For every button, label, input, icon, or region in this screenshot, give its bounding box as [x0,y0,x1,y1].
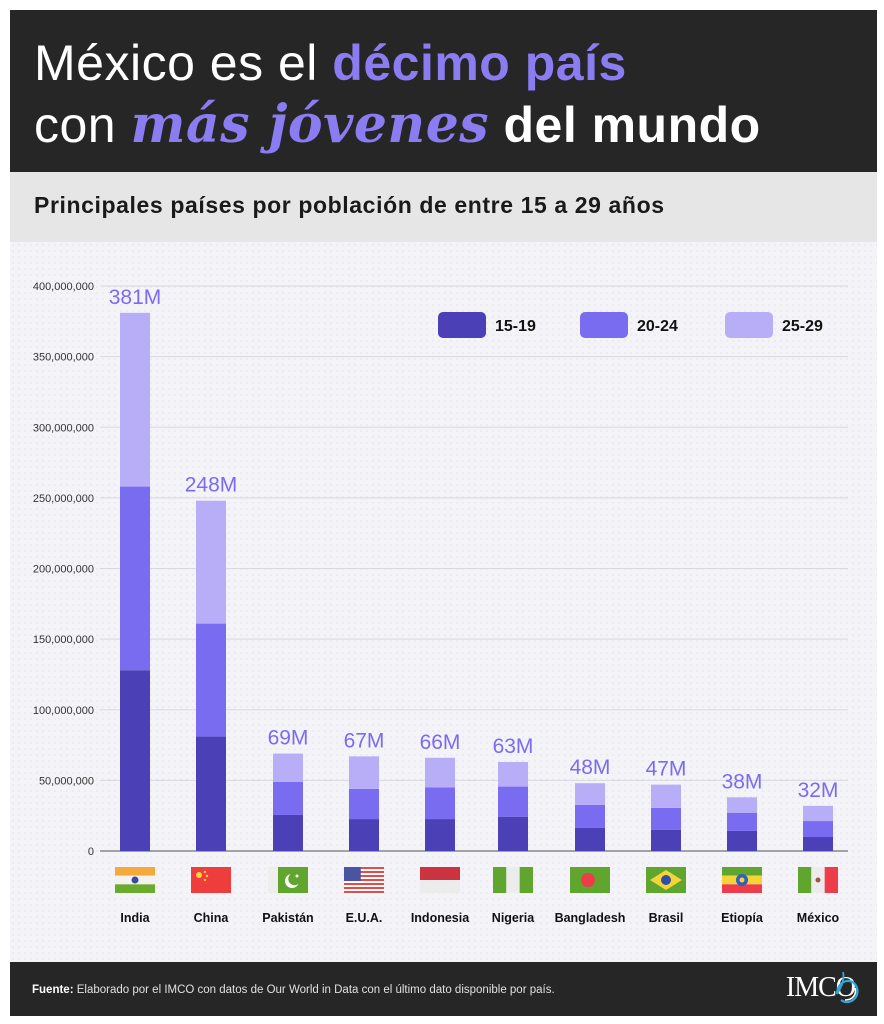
legend-label: 25-29 [782,318,823,335]
brazil-flag-icon [646,867,686,893]
subtitle-band: Principales países por población de entr… [10,172,877,242]
bar-segment-20-24 [575,804,605,828]
country-label: Pakistán [262,911,313,925]
y-tick-label: 300,000,000 [33,422,94,434]
infographic: México es el décimo país con más jóvenes… [10,10,877,1016]
total-label: 248M [185,474,238,497]
title-plain-text: México es el [34,35,333,91]
legend-swatch-25-29 [725,312,773,338]
footer: Fuente: Elaborado por el IMCO con datos … [10,962,877,1016]
bar-segment-15-19 [425,819,455,851]
country-label: China [194,911,230,925]
y-tick-label: 350,000,000 [33,352,94,364]
total-label: 47M [646,758,687,781]
bar-segment-20-24 [120,486,150,671]
bar-segment-15-19 [498,816,528,851]
legend-label: 20-24 [637,318,678,335]
total-label: 381M [109,286,162,309]
bar-segment-20-24 [273,781,303,815]
bar-segment-20-24 [196,623,226,737]
y-tick-label: 250,000,000 [33,493,94,505]
bar-segment-15-19 [120,670,150,851]
indonesia-flag-icon [420,867,460,893]
bar-segment-25-29 [727,797,757,814]
total-label: 32M [798,779,839,802]
country-label: México [797,911,840,925]
usa-flag-icon [344,867,384,895]
bar-segment-25-29 [196,500,226,624]
total-label: 38M [722,770,763,793]
ethiopia-flag-icon [722,867,762,893]
total-label: 48M [570,756,611,779]
legend-swatch-15-19 [438,312,486,338]
nigeria-flag-icon [493,867,533,893]
country-label: Brasil [649,911,684,925]
country-label: Bangladesh [555,911,626,925]
bar-segment-15-19 [803,837,833,851]
bar-segment-25-29 [349,756,379,789]
source-text: Elaborado por el IMCO con datos de Our W… [73,984,555,996]
mexico-flag-icon [798,867,838,893]
source-label: Fuente: [32,984,74,996]
y-tick-label: 200,000,000 [33,564,94,576]
bar-segment-20-24 [349,788,379,820]
y-tick-label: 150,000,000 [33,634,94,646]
imco-swirl-icon [835,971,859,1004]
title-accent-text: décimo país [332,35,627,91]
country-label: E.U.A. [346,911,383,925]
bar-segment-20-24 [727,813,757,831]
bar-segment-20-24 [498,786,528,817]
total-label: 69M [268,727,309,750]
bar-segment-15-19 [196,736,226,851]
stacked-bar-chart: 0 50,000,000 100,000,000 150,000,000 200,000… [33,281,848,925]
y-tick-label: 100,000,000 [33,705,94,717]
chart-area: 0 50,000,000 100,000,000 150,000,000 200,000… [10,242,877,962]
legend-label: 15-19 [495,318,536,335]
source-note: Fuente: Elaborado por el IMCO con datos … [32,984,555,996]
total-label: 63M [493,735,534,758]
total-label: 67M [344,729,385,752]
bangladesh-flag-icon [570,867,610,893]
bar-segment-15-19 [349,819,379,851]
bar-segment-25-29 [575,783,605,805]
bar-segment-15-19 [575,827,605,851]
title-plain-text: con [34,97,131,153]
china-flag-icon [191,867,231,893]
bar-segment-20-24 [425,787,455,820]
bar-segment-20-24 [651,807,681,830]
y-tick-label: 50,000,000 [39,775,94,787]
bar-segment-25-29 [498,762,528,787]
bar-segment-25-29 [273,753,303,782]
y-tick-label: 400,000,000 [33,281,94,293]
bar-segment-15-19 [651,829,681,851]
bar-segment-25-29 [425,757,455,788]
title-bold-text: del mundo [489,97,761,153]
pakistan-flag-icon [268,867,308,893]
country-label: Indonesia [411,911,470,925]
india-flag-icon [115,867,155,893]
chart-subtitle: Principales países por población de entr… [34,192,665,218]
bar-segment-15-19 [273,814,303,851]
title-accent-serif-text: más jóvenes [130,94,490,155]
title-line-1: México es el décimo país [34,34,627,92]
bar-segment-25-29 [803,805,833,822]
legend-swatch-20-24 [580,312,628,338]
bar-segment-25-29 [120,312,150,487]
header-banner: México es el décimo país con más jóvenes… [10,10,877,172]
bar-segment-15-19 [727,830,757,851]
country-label: Etiopía [721,911,764,925]
title-line-2: con más jóvenes del mundo [34,94,761,155]
bar-segment-20-24 [803,821,833,838]
country-label: Nigeria [492,911,535,925]
y-tick-label: 0 [88,846,94,858]
bar-segment-25-29 [651,784,681,808]
total-label: 66M [420,731,461,754]
country-label: India [120,911,150,925]
